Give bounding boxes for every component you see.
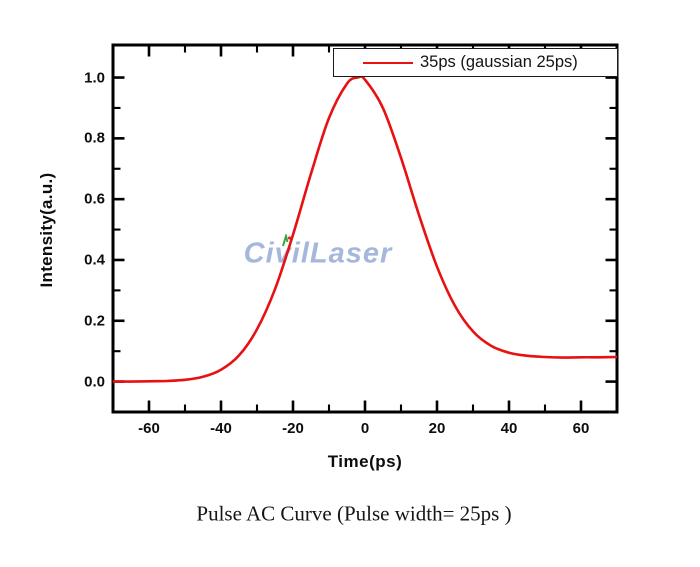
civillaser-logo-accent-icon <box>282 234 292 247</box>
legend-box: 35ps (gaussian 25ps) <box>333 48 618 77</box>
civillaser-watermark: CivilLaser <box>243 237 393 270</box>
pulse-ac-curve <box>113 75 618 383</box>
y-tick-label: 0.0 <box>84 373 105 391</box>
plot-border <box>111 43 619 414</box>
x-tick-label: -40 <box>210 420 232 437</box>
x-tick-label: 60 <box>572 420 590 437</box>
figure-caption: Pulse AC Curve (Pulse width= 25ps ) <box>196 501 512 526</box>
x-tick-label: 0 <box>360 420 370 437</box>
legend-line-sample <box>363 61 413 64</box>
y-tick-label: 0.2 <box>84 312 105 330</box>
legend-entry-label: 35ps (gaussian 25ps) <box>420 53 578 71</box>
y-tick-label: 0.4 <box>84 251 105 269</box>
y-tick-label: 1.0 <box>84 69 105 87</box>
x-tick-label: -60 <box>138 420 160 437</box>
x-axis-title: Time(ps) <box>327 452 403 471</box>
y-axis-title: Intensity(a.u.) <box>37 172 56 288</box>
x-tick-label: -20 <box>282 420 304 437</box>
y-tick-label: 0.6 <box>84 190 105 208</box>
x-tick-label: 40 <box>500 420 518 437</box>
x-tick-label: 20 <box>428 420 446 437</box>
y-tick-label: 0.8 <box>84 129 105 147</box>
